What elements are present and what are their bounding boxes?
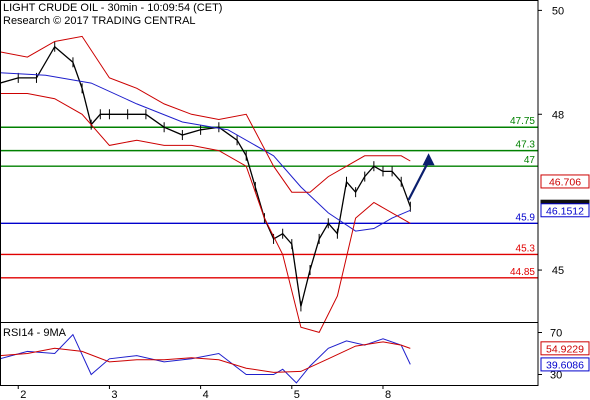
copyright: Research © 2017 TRADING CENTRAL bbox=[3, 15, 196, 27]
x-tick-label-0: 2 bbox=[20, 389, 26, 400]
series-ma bbox=[0, 72, 411, 232]
x-tick-label-4: 8 bbox=[385, 389, 391, 400]
forecast-arrow-shaft bbox=[407, 160, 430, 201]
x-tick-label-2: 4 bbox=[203, 389, 209, 400]
level-label-0: 47.75 bbox=[510, 116, 535, 127]
series-price bbox=[0, 45, 411, 307]
rsi-title: RSI14 - 9MA bbox=[3, 327, 66, 339]
level-label-4: 45.3 bbox=[516, 243, 536, 254]
x-tick-label-3: 5 bbox=[294, 389, 300, 400]
price-tag-0-label: 46.706 bbox=[549, 176, 581, 188]
price-tag-0-box bbox=[540, 174, 590, 189]
forecast-arrow-head bbox=[422, 153, 435, 166]
level-label-1: 47.3 bbox=[516, 140, 536, 151]
y-tick-label-1: 48 bbox=[552, 109, 564, 121]
rsi-y-tick-label-1: 70 bbox=[550, 328, 562, 340]
rsi-panel bbox=[0, 333, 411, 384]
rsi-series-rsi bbox=[0, 333, 411, 384]
rsi-tag-0-box bbox=[540, 341, 590, 356]
rsi-y-tick-label-0: 30 bbox=[550, 370, 562, 382]
series-band_lower bbox=[0, 93, 411, 333]
y-tick-label-0: 45 bbox=[552, 265, 564, 277]
rsi-series-rsi_ma bbox=[0, 341, 411, 373]
price-panel: 47.75 47.3 47 45.9 45.3 44.85 bbox=[0, 35, 538, 333]
rsi-tag-1-box bbox=[540, 357, 590, 372]
price-tag-2-label: 46.1512 bbox=[546, 205, 584, 217]
chart-title: LIGHT CRUDE OIL - 30min - 10:09:54 (CET) bbox=[3, 2, 223, 14]
price-frame bbox=[0, 0, 539, 323]
rsi-tag-1-label: 39.6086 bbox=[546, 359, 584, 371]
y-tick-label-2: 50 bbox=[552, 5, 564, 17]
level-label-2: 47 bbox=[524, 155, 536, 166]
rsi-frame bbox=[0, 322, 539, 386]
level-label-5: 44.85 bbox=[510, 267, 535, 278]
x-tick-label-1: 3 bbox=[111, 389, 117, 400]
price-tag-2-box bbox=[540, 203, 590, 218]
level-label-3: 45.9 bbox=[516, 212, 536, 223]
rsi-tag-0-label: 54.9229 bbox=[546, 343, 584, 355]
series-band_upper bbox=[0, 35, 411, 193]
